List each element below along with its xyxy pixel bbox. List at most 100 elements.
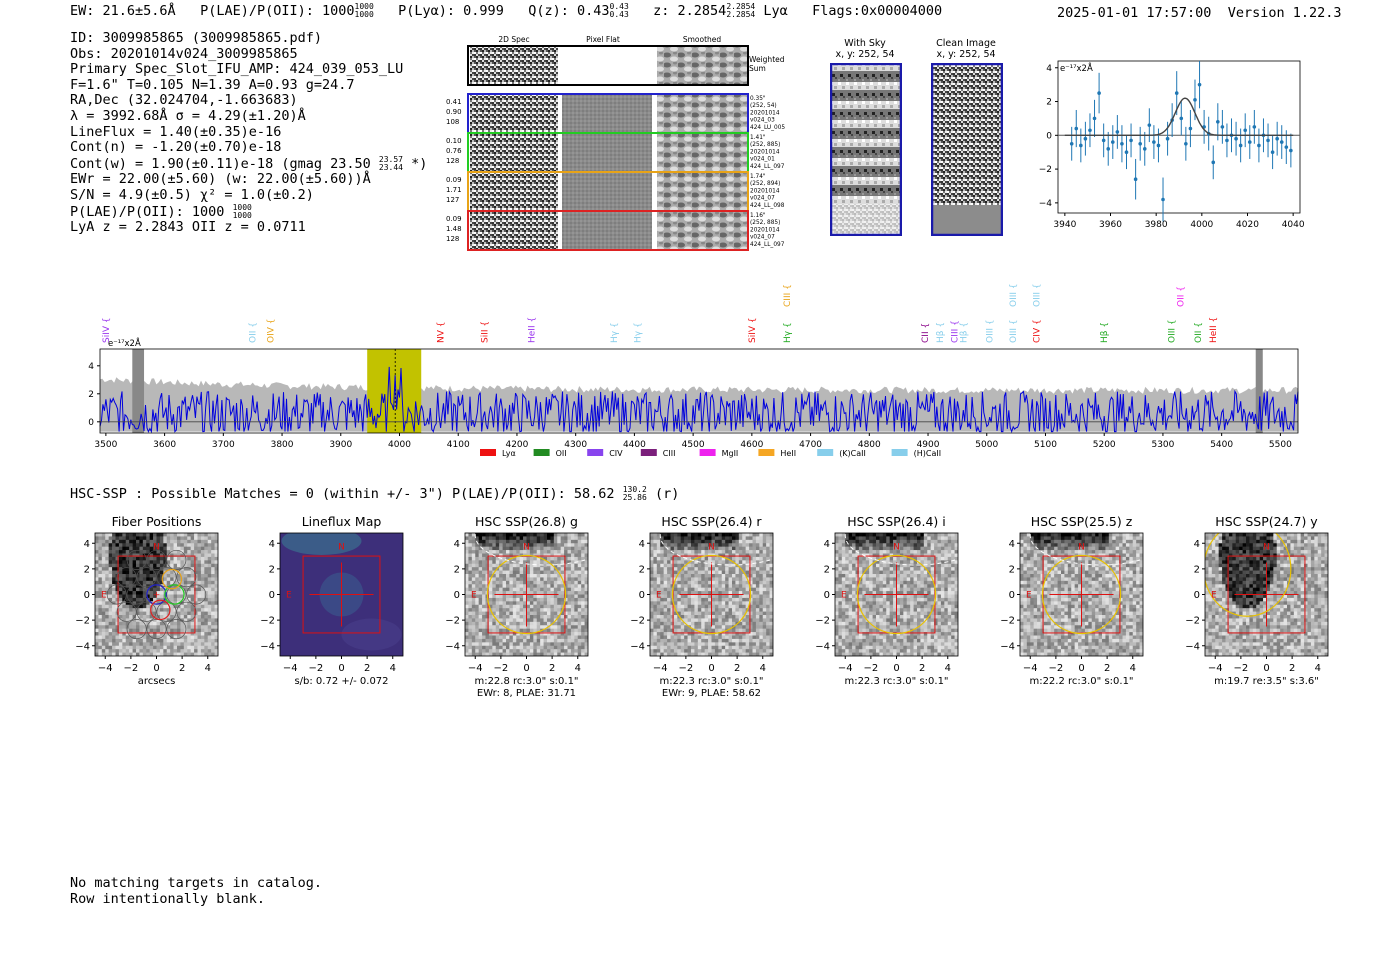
pixel (704, 574, 709, 578)
pixel (547, 632, 551, 636)
pixel (872, 621, 877, 626)
pixel (529, 584, 534, 588)
pixel (129, 638, 133, 643)
pixel (214, 591, 218, 595)
pixel (663, 546, 668, 551)
pixel (122, 587, 127, 592)
pixel (516, 628, 520, 633)
pixel (547, 628, 551, 633)
pixel (492, 649, 497, 653)
pixel (122, 597, 127, 602)
pixel (882, 632, 887, 636)
pixel (132, 591, 137, 595)
pixel (677, 577, 682, 582)
pixel (755, 597, 760, 602)
pixel (762, 628, 767, 633)
pixel (557, 652, 561, 656)
pixel (714, 618, 719, 623)
pixel (755, 580, 760, 585)
pixel (660, 591, 664, 595)
pixel (478, 652, 483, 656)
legend-label: (H)CaII (914, 449, 941, 458)
pixel (691, 594, 695, 599)
pixel (725, 567, 729, 571)
pixel (465, 642, 469, 647)
weighted-pixel-flat (558, 47, 656, 84)
pixel (670, 604, 675, 609)
pixel (769, 621, 773, 626)
pixel (512, 611, 517, 616)
pixel (567, 642, 572, 647)
pixel (766, 604, 770, 609)
pixel (663, 577, 668, 582)
pixel (200, 536, 205, 541)
pixel (567, 618, 572, 623)
pixel (714, 604, 719, 609)
pixel (694, 652, 699, 656)
pixel (560, 635, 565, 640)
pixel (745, 632, 750, 636)
pixel (516, 533, 520, 537)
pixel (95, 574, 99, 578)
pixel (468, 556, 473, 561)
pixel (872, 594, 877, 599)
pixel (721, 625, 726, 629)
panel-caption: arcsecs (138, 676, 176, 687)
pixel (187, 587, 191, 592)
row-2d-spec (470, 134, 558, 171)
pixel (207, 632, 212, 636)
pixel (855, 608, 860, 612)
pixel (714, 621, 719, 626)
pixel (694, 550, 699, 554)
pixel (684, 533, 688, 537)
pixel (509, 625, 514, 629)
pixel (482, 638, 486, 643)
pixel (653, 645, 658, 650)
pixel (718, 625, 723, 629)
pixel (465, 536, 469, 541)
pixel (865, 550, 870, 554)
pixel (547, 652, 551, 656)
pixel (180, 563, 185, 568)
pixel (694, 611, 699, 616)
pixel (876, 649, 880, 653)
pixel (701, 628, 705, 633)
pixel (214, 536, 218, 541)
pixel (468, 632, 473, 636)
pixel (509, 574, 514, 578)
pixel (879, 621, 884, 626)
pixel (159, 563, 164, 568)
pixel (879, 574, 884, 578)
pixel (653, 628, 658, 633)
pixel (872, 556, 877, 561)
pixel (197, 577, 202, 582)
pixel (848, 621, 853, 626)
pixel (680, 560, 685, 565)
pixel (858, 594, 863, 599)
pixel (858, 615, 863, 619)
panel-caption: EWr: 8, PLAE: 31.71 (477, 688, 576, 699)
panel-xtick-label: 4 (575, 663, 581, 674)
pixel (557, 580, 561, 585)
pixel (533, 594, 538, 599)
spectrum-xtick-label: 5200 (1093, 440, 1116, 450)
pixel (886, 642, 890, 647)
pixel (848, 577, 853, 582)
pixel (132, 587, 137, 592)
pixel (190, 543, 195, 547)
pixel (574, 625, 579, 629)
pixel (475, 642, 479, 647)
pixel (98, 584, 103, 588)
pixel (581, 584, 585, 588)
pixel (735, 580, 740, 585)
pixel (852, 618, 856, 623)
pixel (485, 563, 490, 568)
pixel (835, 546, 839, 551)
pixel (187, 638, 191, 643)
pixel (112, 577, 116, 582)
pixel (488, 533, 493, 537)
pixel (762, 539, 767, 544)
pixel (557, 584, 561, 588)
pixel (872, 615, 877, 619)
pixel (540, 567, 544, 571)
